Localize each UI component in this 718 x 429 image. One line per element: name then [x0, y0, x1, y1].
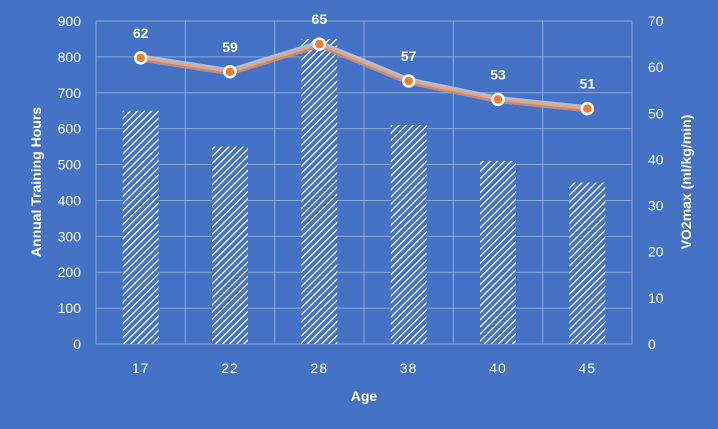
y-left-tick-label: 0 [73, 336, 81, 352]
x-tick-label: 38 [400, 360, 418, 376]
data-label: 51 [580, 76, 596, 92]
bar-38 [390, 125, 427, 344]
gridlines [95, 20, 633, 345]
x-tick-label: 45 [579, 360, 597, 376]
y-left-tick-label: 300 [58, 228, 82, 244]
line-shadow [140, 44, 588, 113]
y-right-tick-label: 40 [648, 151, 664, 167]
line-point-22 [223, 65, 237, 79]
y-left-tick-label: 900 [58, 13, 82, 29]
data-label: 53 [490, 66, 506, 82]
line-point-28 [312, 37, 327, 51]
bar-28 [301, 38, 338, 344]
bar-17 [122, 110, 159, 344]
y-right-tick-label: 10 [648, 290, 664, 306]
bar-45 [569, 182, 606, 344]
line-point-17 [133, 51, 148, 65]
x-tick-label: 17 [132, 360, 150, 376]
axes: 0 100 200 300 400 500 600 700 800 900 0 10 20 30 40 50 6… [58, 13, 664, 376]
y-axis-right-title: VO2max (ml/kg/min) [678, 115, 694, 250]
y-left-tick-label: 500 [58, 157, 82, 173]
line-path [140, 42, 588, 110]
y-right-tick-label: 50 [648, 105, 664, 121]
line-series: 62 59 65 57 53 51 [133, 11, 596, 116]
y-left-tick-label: 400 [58, 192, 82, 208]
y-left-tick-label: 600 [58, 121, 82, 137]
y-right-tick-label: 0 [648, 336, 656, 352]
bar-series [122, 38, 606, 344]
y-right-tick-label: 60 [648, 59, 664, 75]
x-tick-label: 40 [489, 360, 507, 376]
data-label: 65 [312, 11, 328, 27]
y-left-tick-label: 100 [58, 300, 82, 316]
line-point-38 [401, 74, 416, 88]
x-tick-label: 28 [311, 360, 329, 376]
y-right-tick-label: 30 [648, 198, 664, 214]
y-left-tick-label: 200 [58, 264, 82, 280]
x-tick-label: 22 [221, 360, 239, 376]
data-label: 59 [222, 39, 238, 55]
bar-22 [212, 146, 248, 344]
data-label: 62 [133, 25, 149, 41]
line-point-45 [580, 101, 595, 116]
y-left-tick-label: 700 [58, 85, 82, 101]
y-axis-left-title: Annual Training Hours [28, 107, 44, 257]
line-point-40 [491, 92, 505, 107]
x-axis-title: Age [351, 388, 378, 404]
y-left-tick-label: 800 [58, 49, 82, 65]
data-label: 57 [401, 48, 417, 64]
y-right-tick-label: 20 [648, 244, 664, 260]
y-right-tick-label: 70 [648, 13, 664, 29]
bar-40 [480, 160, 516, 344]
